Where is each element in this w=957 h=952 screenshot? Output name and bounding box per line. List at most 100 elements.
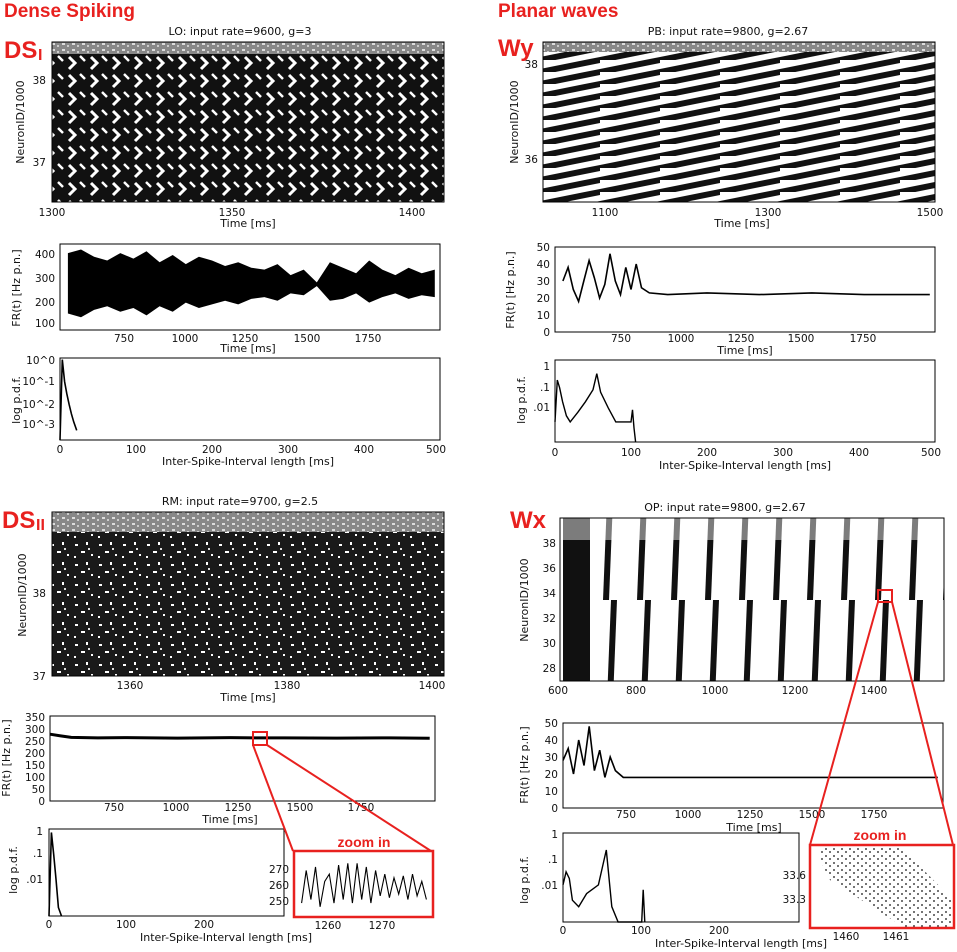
lo-rate-ytick: 100: [35, 318, 55, 330]
op-rate-xlabel: Time [ms]: [725, 821, 781, 834]
rm-rate-ytick: 300: [25, 724, 45, 736]
op-rate-plot: [562, 722, 944, 809]
lo-isi-ytick: 10^-2: [22, 399, 55, 411]
pb-isi-xtick: 500: [921, 447, 941, 459]
op-rate-ytick: 20: [545, 769, 558, 781]
rm-isi-ytick: .1: [33, 848, 43, 860]
pb-raster-ylabel: NeuronID/1000: [508, 80, 521, 163]
lo-rate-band: [67, 249, 435, 318]
pb-isi-xtick: 100: [621, 447, 641, 459]
rm-rate-xlabel: Time [ms]: [201, 813, 257, 826]
op-zoom-label: zoom in: [854, 827, 907, 843]
rm-raster-ylabel: NeuronID/1000: [16, 553, 29, 636]
op-title: OP: input rate=9800, g=2.67: [644, 501, 806, 514]
lo-isi-xtick: 500: [426, 444, 446, 456]
pb-raster-xtick: 1500: [917, 207, 944, 219]
pb-rate-ylabel: FR(t) [Hz p.n.]: [504, 251, 517, 328]
lo-raster-xtick: 1350: [219, 207, 246, 219]
lo-raster-xtick: 1400: [399, 207, 426, 219]
op-raster-xtick: 600: [548, 685, 568, 697]
pb-rate-xtick: 1250: [728, 333, 755, 345]
rm-rate-line: [49, 732, 430, 740]
pb-isi-xlabel: Inter-Spike-Interval length [ms]: [659, 459, 831, 472]
rm-rate-xtick: 1000: [163, 802, 190, 814]
rm-rate-ytick: 50: [32, 784, 45, 796]
rm-rate-xtick: 1250: [225, 802, 252, 814]
lo-rate-xtick: 750: [114, 333, 134, 345]
lo-rate-xtick: 1500: [294, 333, 321, 345]
op-isi-line: [562, 849, 646, 923]
lo-raster-ytick: 38: [33, 75, 46, 87]
op-raster-ytick: 30: [543, 638, 556, 650]
op-raster-ytick: 28: [543, 663, 556, 675]
pb-raster-xlabel: Time [ms]: [713, 217, 769, 230]
rm-raster-xlabel: Time [ms]: [219, 691, 275, 704]
rm-isi-xtick: 0: [46, 919, 53, 931]
lo-isi-ytick: 10^0: [26, 355, 55, 367]
op-rate-xtick: 750: [616, 809, 636, 821]
rm-isi-ylabel: log p.d.f.: [7, 846, 20, 894]
rm-zoom-plot: [292, 849, 435, 919]
pb-isi-line: [554, 373, 637, 443]
op-raster-ytick: 32: [543, 613, 556, 625]
rm-raster-ytick: 38: [33, 588, 46, 600]
lo-rate-xtick: 1000: [172, 333, 199, 345]
lo-rate-xtick: 1250: [232, 333, 259, 345]
op-raster-xtick: 800: [626, 685, 646, 697]
rm-title: RM: input rate=9700, g=2.5: [162, 495, 318, 508]
op-raster-ytick: 36: [543, 563, 557, 575]
lo-rate-ylabel: FR(t) [Hz p.n.]: [10, 249, 23, 326]
rm-raster-xtick: 1400: [419, 680, 446, 692]
op-raster-xtick: 1200: [782, 685, 809, 697]
rm-zoom-xtick: 1270: [369, 920, 396, 932]
rm-rate-ytick: 200: [25, 748, 45, 760]
op-rate-ytick: 50: [545, 718, 558, 730]
op-isi-ytick: 1: [551, 829, 558, 841]
op-isi-ylabel: log p.d.f.: [518, 856, 531, 904]
dense-spiking-header: Dense Spiking: [4, 1, 135, 22]
lo-isi-xtick: 400: [354, 444, 374, 456]
lo-isi-line: [59, 359, 78, 441]
rm-rate-plot: [49, 715, 436, 802]
rm-rate-ytick: 250: [25, 736, 45, 748]
lo-isi-xtick: 200: [202, 444, 222, 456]
lo-rate-ytick: 400: [35, 249, 55, 261]
pb-rate-line: [562, 253, 930, 304]
pb-isi-ylabel: log p.d.f.: [515, 376, 528, 424]
op-raster: [559, 517, 945, 682]
pb-rate-ytick: 50: [537, 242, 550, 254]
lo-isi-ylabel: log p.d.f.: [10, 376, 23, 424]
pb-rate-ytick: 30: [537, 276, 550, 288]
pb-rate-xtick: 1000: [668, 333, 695, 345]
op-isi-xtick: 200: [709, 925, 729, 937]
op-isi-xlabel: Inter-Spike-Interval length [ms]: [655, 937, 827, 950]
op-zoom-plot: [808, 843, 956, 930]
lo-rate-xlabel: Time [ms]: [219, 342, 275, 355]
ds2-roman: II: [36, 517, 45, 534]
lo-isi-xtick: 0: [57, 444, 64, 456]
rm-isi-ytick: 1: [36, 826, 43, 838]
op-rate-xtick: 1000: [675, 809, 702, 821]
rm-raster-xtick: 1360: [117, 680, 144, 692]
rm-rate-xtick: 750: [104, 802, 124, 814]
op-rate-ylabel: FR(t) [Hz p.n.]: [518, 726, 531, 803]
rm-zoom-ytick: 250: [269, 896, 289, 908]
pb-isi-xtick: 200: [697, 447, 717, 459]
pb-rate-xtick: 1500: [788, 333, 815, 345]
pb-rate-plot: [554, 246, 936, 333]
op-rate-ytick: 40: [545, 735, 558, 747]
rm-rate-ytick: 0: [38, 796, 45, 808]
rm-zoom-label: zoom in: [338, 834, 391, 850]
ds1-label: DS: [4, 37, 37, 64]
op-raster-xtick: 1400: [861, 685, 888, 697]
pb-rate-ytick: 0: [543, 327, 550, 339]
pb-raster-xtick: 1300: [755, 207, 782, 219]
op-rate-line: [562, 726, 938, 779]
lo-isi-plot: [59, 357, 441, 441]
op-isi-ytick: .01: [541, 880, 558, 892]
rm-isi-xtick: 200: [194, 919, 214, 931]
lo-raster-ytick: 37: [33, 157, 46, 169]
op-zoom-ytick: 33.3: [783, 894, 806, 906]
op-zoom-ytick: 33.6: [783, 870, 807, 882]
pb-isi-ytick: .01: [533, 402, 550, 414]
